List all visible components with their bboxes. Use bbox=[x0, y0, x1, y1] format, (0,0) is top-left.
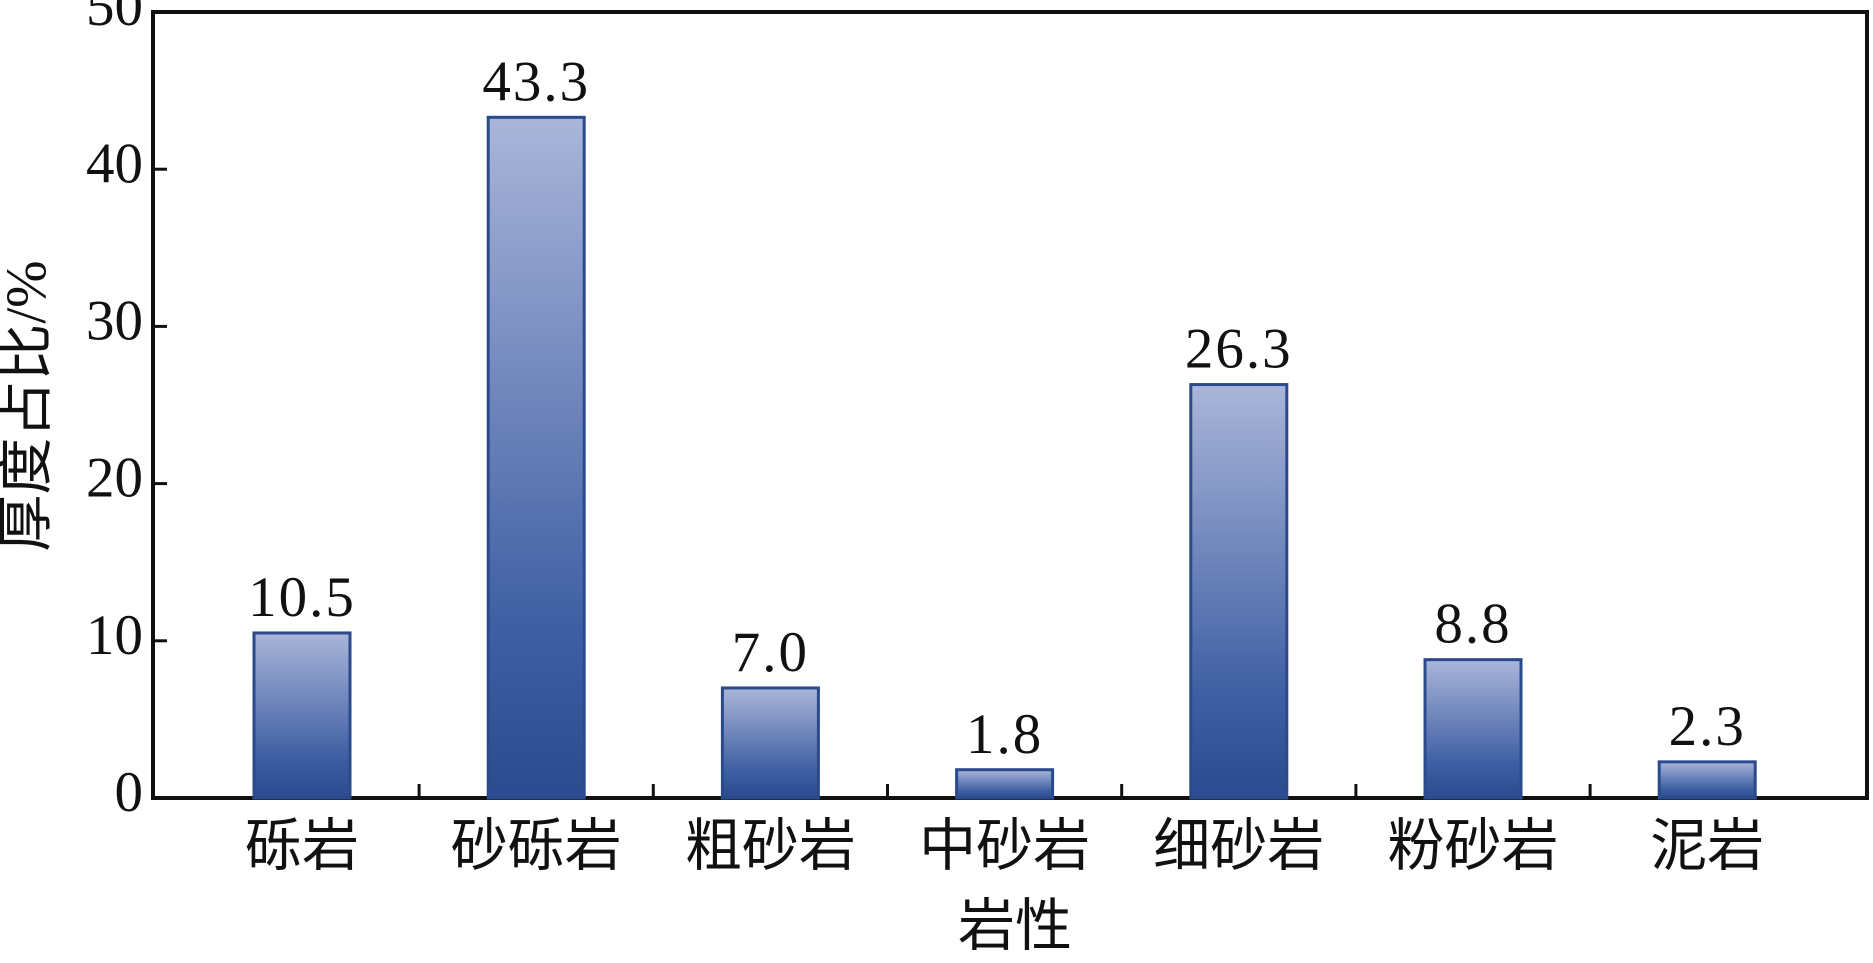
x-tick-label: 砾岩 bbox=[245, 815, 359, 878]
x-tick-label: 粗砂岩 bbox=[685, 815, 856, 878]
value-label: 7.0 bbox=[732, 621, 809, 684]
x-tick-label: 中砂岩 bbox=[919, 815, 1090, 878]
value-label: 26.3 bbox=[1185, 318, 1293, 381]
value-label: 8.8 bbox=[1434, 593, 1511, 656]
bar bbox=[1189, 383, 1289, 800]
y-tick-label: 20 bbox=[86, 447, 143, 510]
y-axis-title: 厚度占比/% bbox=[0, 260, 58, 551]
bar bbox=[252, 631, 352, 800]
bar bbox=[1423, 658, 1523, 800]
bar bbox=[955, 768, 1055, 800]
bar bbox=[1657, 760, 1757, 800]
y-tick-label: 30 bbox=[86, 289, 143, 352]
x-tick-label: 粉砂岩 bbox=[1388, 815, 1559, 878]
y-tick-label: 50 bbox=[86, 0, 143, 38]
y-tick-label: 0 bbox=[115, 761, 144, 824]
x-tick-label: 细砂岩 bbox=[1153, 815, 1324, 878]
value-label: 1.8 bbox=[966, 703, 1043, 766]
value-label: 2.3 bbox=[1669, 695, 1746, 758]
bar bbox=[720, 686, 820, 800]
y-tick-label: 10 bbox=[86, 604, 143, 667]
y-tick-label: 40 bbox=[86, 132, 143, 195]
plot-frame bbox=[151, 10, 1869, 800]
bar bbox=[486, 115, 586, 800]
x-tick-label: 砂砾岩 bbox=[451, 815, 622, 878]
x-axis-title: 岩性 bbox=[958, 895, 1072, 958]
x-tick-label: 泥岩 bbox=[1650, 815, 1764, 878]
value-label: 43.3 bbox=[482, 50, 590, 113]
value-label: 10.5 bbox=[248, 566, 356, 629]
